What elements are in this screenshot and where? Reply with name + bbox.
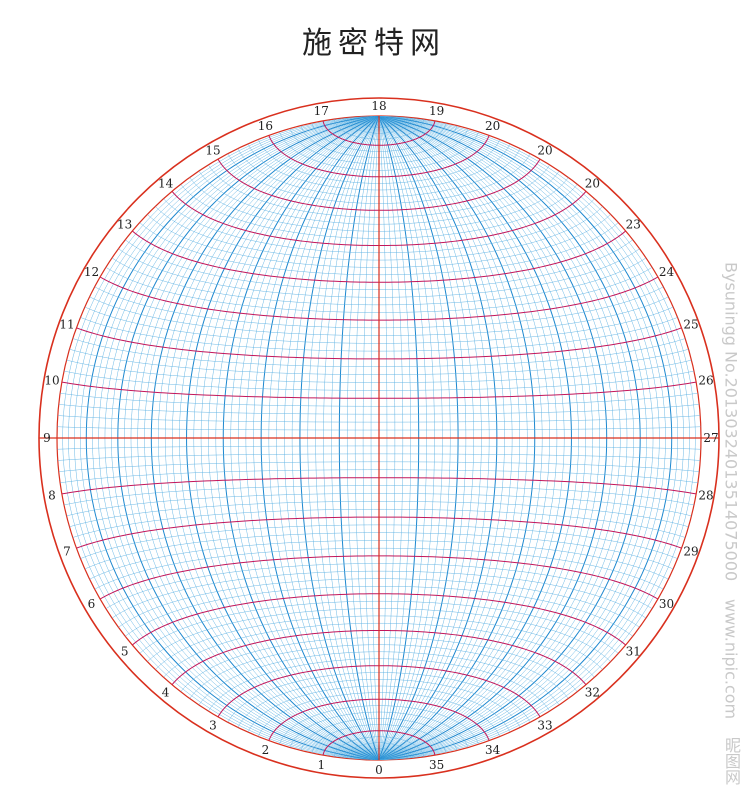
tick-label: 11: [59, 317, 74, 331]
tick-label: 9: [43, 431, 51, 445]
tick-label: 8: [48, 489, 56, 503]
tick-label: 13: [117, 218, 132, 232]
tick-label: 18: [371, 99, 386, 113]
tick-label: 14: [158, 177, 174, 191]
tick-label: 12: [84, 265, 99, 279]
tick-label: 30: [659, 597, 674, 611]
tick-label: 0: [375, 763, 383, 777]
axis-lines: [39, 116, 719, 760]
tick-label: 19: [429, 104, 444, 118]
tick-label: 24: [659, 265, 675, 279]
tick-label: 1: [317, 758, 325, 772]
tick-label: 28: [698, 489, 713, 503]
tick-label: 25: [683, 317, 698, 331]
tick-label: 7: [63, 545, 71, 559]
tick-label: 20: [585, 177, 600, 191]
tick-label: 20: [537, 144, 552, 158]
watermark-credit: Bysuningg No.20130324013514075000: [721, 261, 741, 581]
tick-label: 2: [262, 743, 270, 757]
tick-label: 35: [429, 758, 444, 772]
watermark-brand: 昵图网: [722, 737, 741, 785]
watermark-site: www.nipic.com: [721, 598, 741, 719]
tick-label: 31: [626, 644, 641, 658]
tick-label: 26: [698, 373, 713, 387]
tick-label: 10: [44, 373, 59, 387]
tick-label: 33: [537, 719, 552, 733]
tick-label: 32: [585, 685, 600, 699]
tick-label: 4: [162, 685, 170, 699]
tick-label: 17: [314, 104, 329, 118]
tick-label: 23: [626, 218, 641, 232]
tick-label: 34: [485, 743, 501, 757]
tick-label: 5: [121, 644, 129, 658]
tick-label: 15: [205, 144, 220, 158]
tick-label: 29: [683, 545, 698, 559]
page-title: 施密特网: [302, 26, 446, 61]
tick-label: 27: [703, 431, 718, 445]
tick-label: 20: [485, 119, 500, 133]
tick-label: 3: [209, 719, 217, 733]
tick-label: 6: [88, 597, 96, 611]
tick-label: 16: [258, 119, 273, 133]
watermark: Bysuningg No.20130324013514075000 www.ni…: [718, 0, 744, 793]
